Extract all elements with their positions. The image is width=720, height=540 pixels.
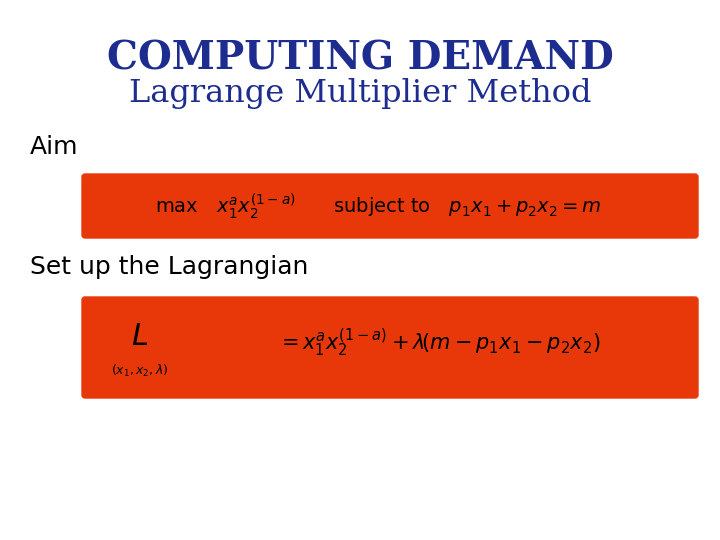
Text: Aim: Aim <box>30 135 78 159</box>
Text: COMPUTING DEMAND: COMPUTING DEMAND <box>107 40 613 78</box>
Text: $(x_1, x_2, \lambda)$: $(x_1, x_2, \lambda)$ <box>111 363 168 379</box>
Text: $= x_1^a x_2^{(1-a)} + \lambda\!\left(m - p_1 x_1 - p_2 x_2\right)$: $= x_1^a x_2^{(1-a)} + \lambda\!\left(m … <box>277 326 600 359</box>
Text: Set up the Lagrangian: Set up the Lagrangian <box>30 255 308 279</box>
FancyBboxPatch shape <box>82 174 698 238</box>
FancyBboxPatch shape <box>82 297 698 398</box>
Text: $\mathrm{max} \quad x_1^a x_2^{(1-a)} \qquad \mathrm{subject\ to} \quad p_1 x_1 : $\mathrm{max} \quad x_1^a x_2^{(1-a)} \q… <box>155 191 601 221</box>
Text: Lagrange Multiplier Method: Lagrange Multiplier Method <box>129 78 591 109</box>
Text: $L$: $L$ <box>132 321 148 352</box>
